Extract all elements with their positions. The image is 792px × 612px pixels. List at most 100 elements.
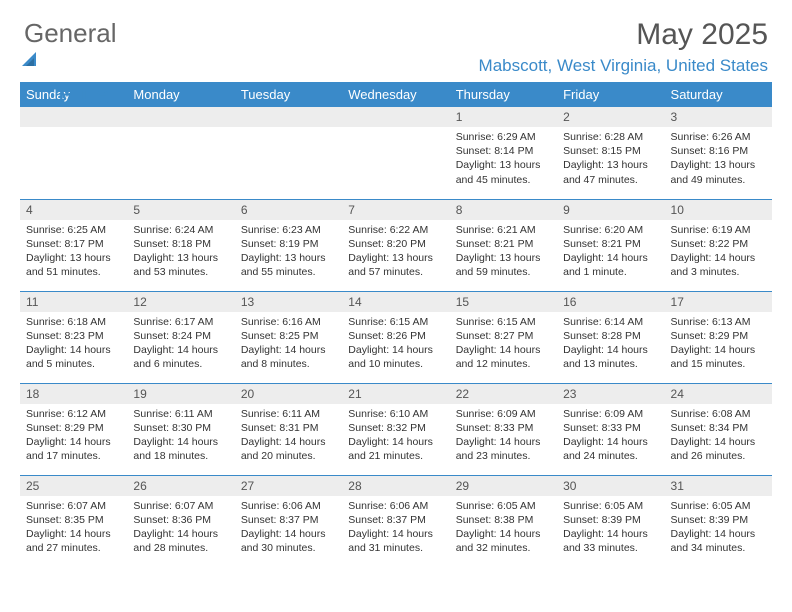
brand-part1: General [24,18,117,48]
day-header: Thursday [450,82,557,107]
day-details: Sunrise: 6:18 AMSunset: 8:23 PMDaylight:… [20,312,127,377]
day-number: 18 [20,384,127,404]
day-details: Sunrise: 6:05 AMSunset: 8:38 PMDaylight:… [450,496,557,561]
day-details: Sunrise: 6:19 AMSunset: 8:22 PMDaylight:… [665,220,772,285]
day-number: 26 [127,476,234,496]
day-number [235,107,342,127]
day-details: Sunrise: 6:20 AMSunset: 8:21 PMDaylight:… [557,220,664,285]
day-number: 10 [665,200,772,220]
day-number: 9 [557,200,664,220]
calendar-day-cell: 27Sunrise: 6:06 AMSunset: 8:37 PMDayligh… [235,475,342,567]
day-number: 29 [450,476,557,496]
calendar-day-cell: 11Sunrise: 6:18 AMSunset: 8:23 PMDayligh… [20,291,127,383]
day-details: Sunrise: 6:07 AMSunset: 8:35 PMDaylight:… [20,496,127,561]
calendar-day-cell: 26Sunrise: 6:07 AMSunset: 8:36 PMDayligh… [127,475,234,567]
day-number: 31 [665,476,772,496]
calendar-week: 4Sunrise: 6:25 AMSunset: 8:17 PMDaylight… [20,199,772,291]
calendar-day-cell: 10Sunrise: 6:19 AMSunset: 8:22 PMDayligh… [665,199,772,291]
day-details: Sunrise: 6:24 AMSunset: 8:18 PMDaylight:… [127,220,234,285]
day-number: 25 [20,476,127,496]
calendar-day-cell: 15Sunrise: 6:15 AMSunset: 8:27 PMDayligh… [450,291,557,383]
day-number [342,107,449,127]
day-header-row: SundayMondayTuesdayWednesdayThursdayFrid… [20,82,772,107]
calendar-day-cell: 5Sunrise: 6:24 AMSunset: 8:18 PMDaylight… [127,199,234,291]
day-number: 5 [127,200,234,220]
day-number: 30 [557,476,664,496]
day-number: 23 [557,384,664,404]
calendar-day-cell: 31Sunrise: 6:05 AMSunset: 8:39 PMDayligh… [665,475,772,567]
day-details: Sunrise: 6:06 AMSunset: 8:37 PMDaylight:… [342,496,449,561]
day-number: 14 [342,292,449,312]
day-number: 28 [342,476,449,496]
calendar-week: 1Sunrise: 6:29 AMSunset: 8:14 PMDaylight… [20,107,772,199]
day-details: Sunrise: 6:06 AMSunset: 8:37 PMDaylight:… [235,496,342,561]
calendar-day-cell: 7Sunrise: 6:22 AMSunset: 8:20 PMDaylight… [342,199,449,291]
day-number [127,107,234,127]
calendar-day-cell: 6Sunrise: 6:23 AMSunset: 8:19 PMDaylight… [235,199,342,291]
calendar-day-cell: 28Sunrise: 6:06 AMSunset: 8:37 PMDayligh… [342,475,449,567]
calendar-day-cell: 19Sunrise: 6:11 AMSunset: 8:30 PMDayligh… [127,383,234,475]
brand-part2: Blue [58,80,110,110]
calendar-day-cell: 24Sunrise: 6:08 AMSunset: 8:34 PMDayligh… [665,383,772,475]
calendar-day-cell: 20Sunrise: 6:11 AMSunset: 8:31 PMDayligh… [235,383,342,475]
brand-logo: General Blue [24,18,127,111]
brand-triangle2-icon [26,58,34,66]
day-details: Sunrise: 6:08 AMSunset: 8:34 PMDaylight:… [665,404,772,469]
calendar-day-cell: 3Sunrise: 6:26 AMSunset: 8:16 PMDaylight… [665,107,772,199]
day-details: Sunrise: 6:11 AMSunset: 8:31 PMDaylight:… [235,404,342,469]
calendar-day-cell: 2Sunrise: 6:28 AMSunset: 8:15 PMDaylight… [557,107,664,199]
day-number: 6 [235,200,342,220]
day-number: 4 [20,200,127,220]
day-details: Sunrise: 6:09 AMSunset: 8:33 PMDaylight:… [557,404,664,469]
day-header: Saturday [665,82,772,107]
calendar-day-cell: 29Sunrise: 6:05 AMSunset: 8:38 PMDayligh… [450,475,557,567]
calendar-day-cell: 8Sunrise: 6:21 AMSunset: 8:21 PMDaylight… [450,199,557,291]
day-details: Sunrise: 6:25 AMSunset: 8:17 PMDaylight:… [20,220,127,285]
calendar-day-cell: 30Sunrise: 6:05 AMSunset: 8:39 PMDayligh… [557,475,664,567]
day-details: Sunrise: 6:17 AMSunset: 8:24 PMDaylight:… [127,312,234,377]
day-number: 12 [127,292,234,312]
calendar-week: 25Sunrise: 6:07 AMSunset: 8:35 PMDayligh… [20,475,772,567]
day-details: Sunrise: 6:13 AMSunset: 8:29 PMDaylight:… [665,312,772,377]
day-number: 13 [235,292,342,312]
day-details: Sunrise: 6:14 AMSunset: 8:28 PMDaylight:… [557,312,664,377]
calendar-day-cell: 9Sunrise: 6:20 AMSunset: 8:21 PMDaylight… [557,199,664,291]
calendar-week: 18Sunrise: 6:12 AMSunset: 8:29 PMDayligh… [20,383,772,475]
calendar-day-cell: 4Sunrise: 6:25 AMSunset: 8:17 PMDaylight… [20,199,127,291]
day-details: Sunrise: 6:09 AMSunset: 8:33 PMDaylight:… [450,404,557,469]
day-details: Sunrise: 6:26 AMSunset: 8:16 PMDaylight:… [665,127,772,192]
calendar-day-cell: 23Sunrise: 6:09 AMSunset: 8:33 PMDayligh… [557,383,664,475]
day-details: Sunrise: 6:07 AMSunset: 8:36 PMDaylight:… [127,496,234,561]
day-number: 7 [342,200,449,220]
day-number: 27 [235,476,342,496]
day-details: Sunrise: 6:23 AMSunset: 8:19 PMDaylight:… [235,220,342,285]
calendar-day-cell: 13Sunrise: 6:16 AMSunset: 8:25 PMDayligh… [235,291,342,383]
day-details: Sunrise: 6:28 AMSunset: 8:15 PMDaylight:… [557,127,664,192]
day-number: 16 [557,292,664,312]
day-number: 8 [450,200,557,220]
calendar-day-cell [127,107,234,199]
calendar-day-cell [342,107,449,199]
calendar-day-cell: 12Sunrise: 6:17 AMSunset: 8:24 PMDayligh… [127,291,234,383]
day-details: Sunrise: 6:10 AMSunset: 8:32 PMDaylight:… [342,404,449,469]
day-details: Sunrise: 6:21 AMSunset: 8:21 PMDaylight:… [450,220,557,285]
calendar-day-cell: 25Sunrise: 6:07 AMSunset: 8:35 PMDayligh… [20,475,127,567]
day-number: 15 [450,292,557,312]
day-header: Wednesday [342,82,449,107]
calendar-day-cell: 21Sunrise: 6:10 AMSunset: 8:32 PMDayligh… [342,383,449,475]
day-number: 17 [665,292,772,312]
day-header: Tuesday [235,82,342,107]
day-number: 19 [127,384,234,404]
day-number: 3 [665,107,772,127]
location-subtitle: Mabscott, West Virginia, United States [20,56,772,76]
calendar-day-cell: 16Sunrise: 6:14 AMSunset: 8:28 PMDayligh… [557,291,664,383]
calendar-day-cell [235,107,342,199]
day-details: Sunrise: 6:22 AMSunset: 8:20 PMDaylight:… [342,220,449,285]
calendar-day-cell: 22Sunrise: 6:09 AMSunset: 8:33 PMDayligh… [450,383,557,475]
day-details: Sunrise: 6:05 AMSunset: 8:39 PMDaylight:… [665,496,772,561]
calendar-week: 11Sunrise: 6:18 AMSunset: 8:23 PMDayligh… [20,291,772,383]
day-details: Sunrise: 6:12 AMSunset: 8:29 PMDaylight:… [20,404,127,469]
day-header: Monday [127,82,234,107]
day-number: 2 [557,107,664,127]
day-details: Sunrise: 6:16 AMSunset: 8:25 PMDaylight:… [235,312,342,377]
